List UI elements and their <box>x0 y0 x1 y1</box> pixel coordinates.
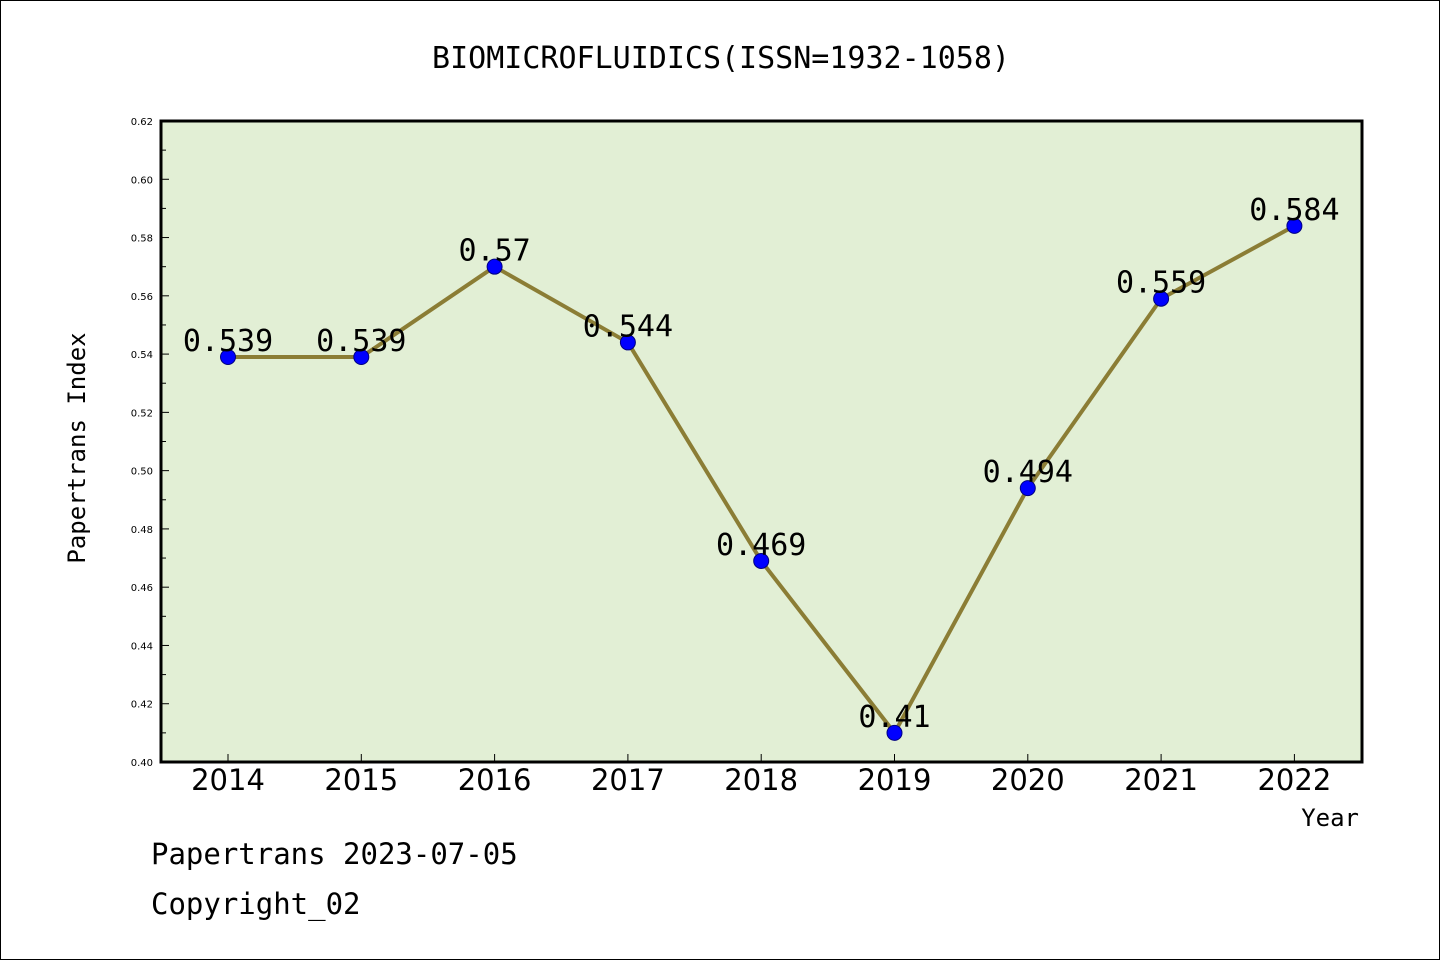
x-tick-label: 2022 <box>1257 763 1331 797</box>
data-point <box>753 552 770 569</box>
y-tick-label: 0.62 <box>131 117 153 128</box>
data-point <box>1153 290 1170 307</box>
data-label: 0.469 <box>716 528 806 563</box>
data-point <box>353 349 370 366</box>
y-tick-label: 0.54 <box>131 350 153 361</box>
x-tick-label: 2014 <box>191 763 265 797</box>
data-point <box>1019 480 1036 497</box>
series-group <box>220 217 1303 741</box>
data-label: 0.544 <box>583 309 673 344</box>
y-tick-label: 0.40 <box>131 758 153 769</box>
data-label: 0.559 <box>1116 266 1206 301</box>
y-tick-label: 0.50 <box>131 467 153 478</box>
y-tick-label: 0.48 <box>131 525 153 536</box>
data-point <box>1286 217 1303 234</box>
data-label: 0.539 <box>316 324 406 359</box>
y-tick-label: 0.44 <box>131 641 153 652</box>
x-tick-label: 2015 <box>324 763 398 797</box>
data-label: 0.539 <box>183 324 273 359</box>
y-tick-label: 0.42 <box>131 700 153 711</box>
y-axis-label: Papertrans Index <box>63 332 91 563</box>
x-axis-label: Year <box>1301 804 1359 832</box>
data-label: 0.41 <box>858 700 930 735</box>
data-label: 0.57 <box>458 234 530 269</box>
x-tick-label: 2019 <box>858 763 932 797</box>
x-tick-label: 2018 <box>724 763 798 797</box>
data-label: 0.494 <box>983 455 1073 490</box>
x-tick-label: 2020 <box>991 763 1065 797</box>
y-tick-label: 0.56 <box>131 292 153 303</box>
plot-area <box>159 119 1364 764</box>
data-point <box>886 724 903 741</box>
footer-copyright: Copyright_02 <box>151 887 361 921</box>
y-tick-label: 0.60 <box>131 175 153 186</box>
data-label: 0.584 <box>1249 193 1339 228</box>
y-tick-label: 0.52 <box>131 408 153 419</box>
chart-title: BIOMICROFLUIDICS(ISSN=1932-1058) <box>432 41 1010 76</box>
y-tick-label: 0.46 <box>131 583 153 594</box>
data-labels: 0.539 0.539 0.57 0.544 0.469 0.41 0.494 0.559 0.… <box>183 193 1340 735</box>
y-axis-ticks: 0.40 0.42 0.44 0.46 0.48 0.50 0.52 0.54 0.56 0.58… <box>131 117 169 769</box>
data-point <box>220 349 236 366</box>
x-axis-ticks: 2014 2015 2016 2017 2018 2019 2020 2021 2022 <box>191 754 1331 797</box>
x-tick-label: 2021 <box>1124 763 1198 797</box>
data-point <box>619 334 636 351</box>
x-tick-label: 2017 <box>591 763 665 797</box>
data-point <box>486 258 503 275</box>
x-tick-label: 2016 <box>458 763 532 797</box>
y-tick-label: 0.58 <box>131 234 153 245</box>
footer-date: Papertrans 2023-07-05 <box>151 837 518 871</box>
